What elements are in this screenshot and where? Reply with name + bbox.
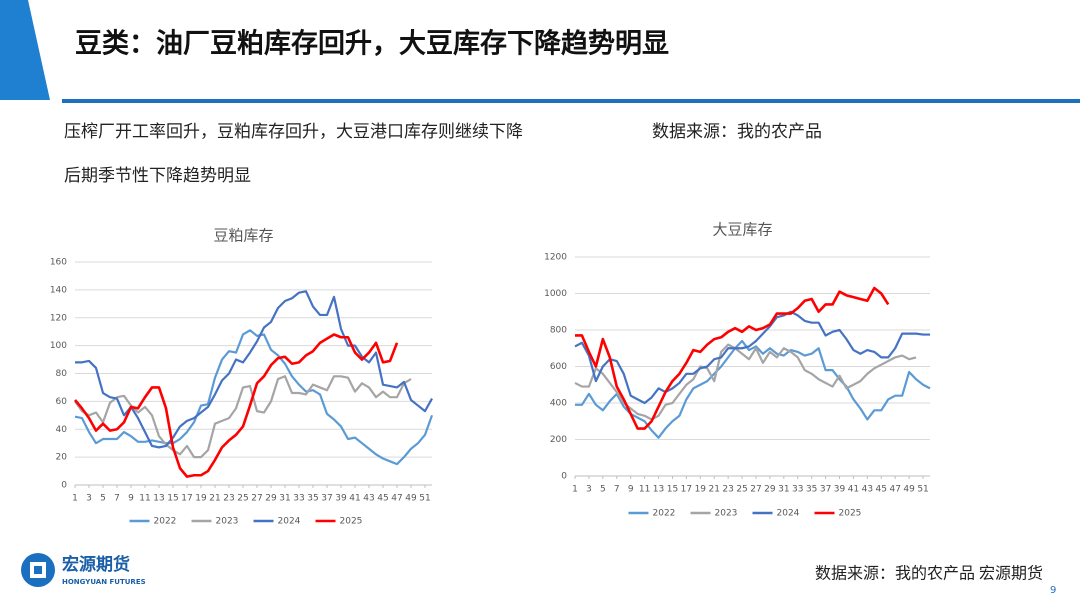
x-tick-label: 45	[876, 485, 887, 495]
x-tick-label: 27	[750, 485, 761, 495]
x-tick-label: 1	[72, 494, 78, 504]
x-tick-label: 35	[307, 494, 318, 504]
y-tick-label: 800	[550, 326, 567, 336]
note-line: 压榨厂开工率回升，豆粕库存回升，大豆港口库存则继续下降	[64, 122, 523, 141]
x-tick-label: 51	[419, 494, 430, 504]
x-tick-label: 13	[153, 494, 164, 504]
x-tick-label: 47	[889, 485, 900, 495]
x-tick-label: 37	[321, 494, 332, 504]
x-tick-label: 39	[335, 494, 347, 504]
x-tick-label: 21	[209, 494, 220, 504]
x-tick-label: 9	[128, 494, 134, 504]
y-tick-label: 20	[56, 453, 68, 463]
legend-label: 2025	[839, 509, 862, 519]
series-line	[575, 286, 890, 430]
series-line	[575, 339, 931, 439]
x-tick-label: 17	[181, 494, 192, 504]
header-accent	[0, 0, 50, 100]
slide-title: 豆类：油厂豆粕库存回升，大豆库存下降趋势明显	[75, 29, 669, 60]
x-tick-label: 19	[195, 494, 207, 504]
x-tick-label: 41	[848, 485, 859, 495]
x-tick-label: 31	[778, 485, 789, 495]
x-tick-label: 49	[903, 485, 915, 495]
x-tick-label: 15	[667, 485, 678, 495]
x-tick-label: 35	[806, 485, 817, 495]
x-tick-label: 45	[377, 494, 388, 504]
x-tick-label: 25	[237, 494, 248, 504]
legend-label: 2023	[715, 509, 738, 519]
y-tick-label: 1000	[544, 289, 567, 299]
x-tick-label: 19	[695, 485, 707, 495]
series-line	[75, 290, 433, 449]
y-tick-label: 0	[561, 472, 567, 482]
y-tick-label: 160	[50, 258, 67, 268]
x-tick-label: 33	[293, 494, 304, 504]
logo-icon	[34, 566, 42, 574]
series-line	[574, 343, 917, 421]
y-tick-label: 40	[56, 425, 68, 435]
series-line	[74, 333, 399, 478]
logo-name: 宏源期货	[62, 554, 130, 575]
x-tick-label: 13	[653, 485, 664, 495]
y-tick-label: 1200	[544, 253, 567, 263]
x-tick-label: 31	[279, 494, 290, 504]
x-tick-label: 33	[792, 485, 803, 495]
y-tick-label: 400	[550, 399, 567, 409]
chart-title: 大豆库存	[712, 221, 772, 238]
chart-title: 豆粕库存	[213, 227, 273, 244]
note-source: 数据来源：我的农产品	[652, 122, 822, 141]
series-line	[74, 375, 412, 459]
y-tick-label: 600	[550, 362, 567, 372]
x-tick-label: 51	[917, 485, 928, 495]
y-tick-label: 140	[50, 285, 67, 295]
x-tick-label: 11	[639, 485, 650, 495]
x-tick-label: 15	[167, 494, 178, 504]
legend-label: 2024	[777, 509, 800, 519]
x-tick-label: 29	[764, 485, 776, 495]
x-tick-label: 25	[736, 485, 747, 495]
legend-label: 2022	[154, 517, 177, 527]
x-tick-label: 17	[681, 485, 692, 495]
x-tick-label: 43	[862, 485, 873, 495]
header-rule	[62, 99, 1080, 103]
x-tick-label: 23	[223, 494, 234, 504]
x-tick-label: 5	[100, 494, 106, 504]
x-tick-label: 7	[114, 494, 120, 504]
footer-source: 数据来源：我的农产品 宏源期货	[815, 565, 1043, 583]
x-tick-label: 9	[628, 485, 634, 495]
x-tick-label: 21	[708, 485, 719, 495]
x-tick-label: 11	[139, 494, 150, 504]
x-tick-label: 7	[614, 485, 620, 495]
x-tick-label: 3	[86, 494, 92, 504]
y-tick-label: 80	[56, 369, 68, 379]
series-line	[574, 310, 930, 405]
y-tick-label: 60	[56, 397, 68, 407]
legend-label: 2022	[653, 509, 676, 519]
x-tick-label: 39	[834, 485, 846, 495]
x-tick-label: 37	[820, 485, 831, 495]
x-tick-label: 41	[349, 494, 360, 504]
legend-label: 2023	[216, 517, 239, 527]
legend-label: 2025	[340, 517, 363, 527]
logo-en: HONGYUAN FUTURES	[62, 578, 146, 586]
x-tick-label: 49	[405, 494, 417, 504]
x-tick-label: 1	[572, 485, 578, 495]
y-tick-label: 0	[61, 481, 67, 491]
x-tick-label: 23	[722, 485, 733, 495]
y-tick-label: 120	[50, 313, 67, 323]
note-line: 后期季节性下降趋势明显	[64, 166, 251, 185]
x-tick-label: 47	[391, 494, 402, 504]
logo: 宏源期货 HONGYUAN FUTURES	[21, 553, 146, 587]
series-line	[74, 329, 434, 466]
x-tick-label: 27	[251, 494, 262, 504]
x-tick-label: 43	[363, 494, 374, 504]
legend-label: 2024	[278, 517, 301, 527]
x-tick-label: 5	[600, 485, 606, 495]
x-tick-label: 3	[586, 485, 592, 495]
x-tick-label: 29	[265, 494, 277, 504]
y-tick-label: 100	[50, 341, 67, 351]
y-tick-label: 200	[550, 435, 567, 445]
page-number: 9	[1050, 585, 1056, 596]
